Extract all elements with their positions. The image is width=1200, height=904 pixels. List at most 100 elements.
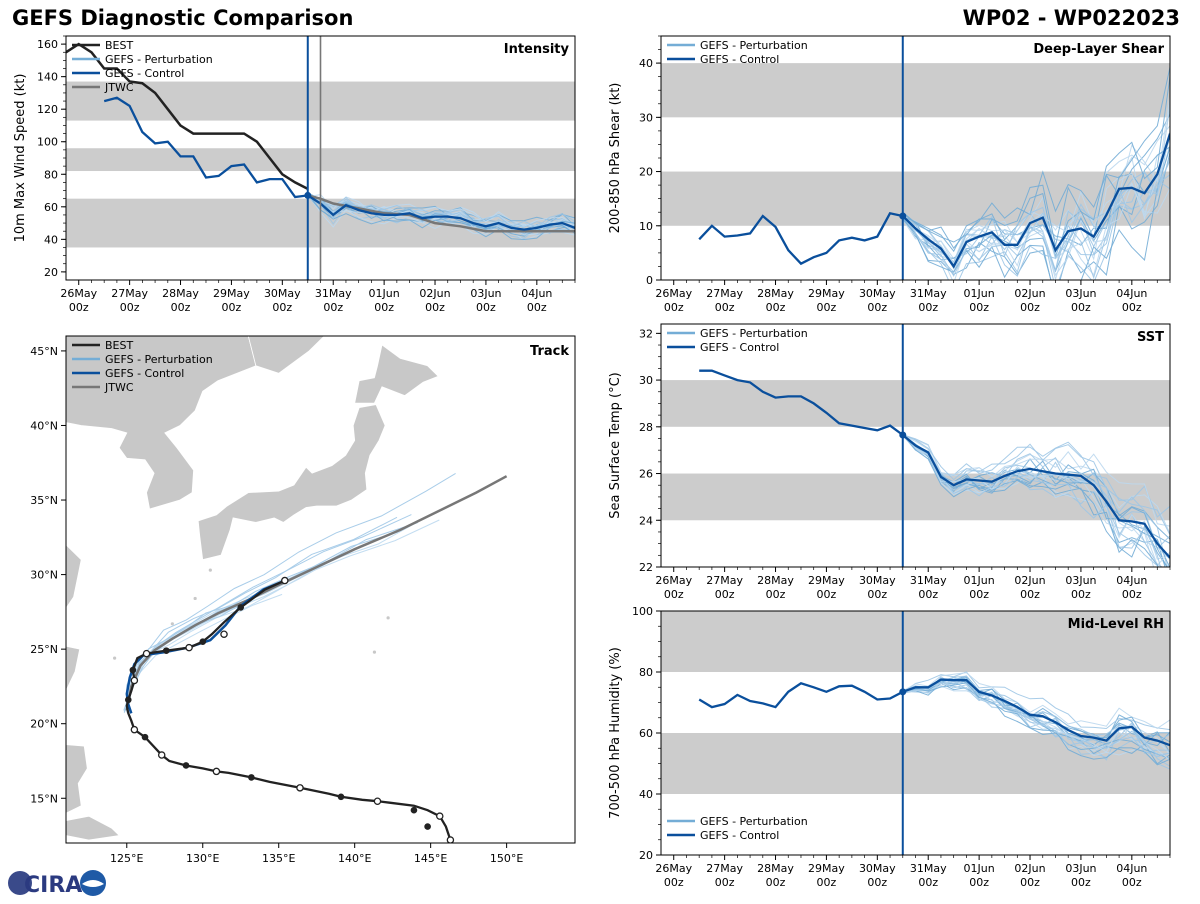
- track-best-point: [212, 767, 221, 776]
- island-landmass: [372, 650, 377, 654]
- sst-xtick-label: 00z: [1122, 588, 1142, 601]
- track-perturbation-member: [126, 522, 418, 714]
- sst-ytick-label: 26: [639, 468, 653, 481]
- track-best-point: [410, 806, 418, 814]
- track-best-point: [157, 751, 166, 759]
- intensity-xtick-label: 00z: [425, 301, 445, 314]
- track-best-point: [237, 604, 245, 611]
- intensity-xtick-label: 00z: [222, 301, 242, 314]
- sst-xtick-label: 26May: [655, 574, 692, 587]
- shear-xtick-label: 27May: [706, 287, 743, 300]
- sst-panel: 22242628303226May00z27May00z28May00z29Ma…: [608, 323, 1171, 601]
- rh-ytick-label: 20: [639, 849, 653, 862]
- intensity-ytick-label: 20: [44, 266, 58, 279]
- luzon-landmass: [66, 744, 88, 814]
- china-coast-landmass: [66, 544, 82, 672]
- intensity-xtick-label: 00z: [272, 301, 292, 314]
- sst-ytick-label: 32: [639, 327, 653, 340]
- rh-xtick-label: 04Jun: [1116, 862, 1147, 875]
- island-landmass: [193, 596, 197, 601]
- sst-perturbation-member: [902, 435, 1170, 560]
- track-best-point: [296, 784, 304, 792]
- intensity-xtick-label: 31May: [315, 287, 352, 300]
- intensity-xtick-label: 00z: [527, 301, 547, 314]
- sst-perturbation-member: [902, 433, 1159, 567]
- sst-xtick-label: 00z: [867, 588, 887, 601]
- sst-ylabel: Sea Surface Temp (°C): [608, 372, 623, 519]
- rh-perturbation-member: [902, 671, 1170, 731]
- intensity-ylabel: 10m Max Wind Speed (kt): [13, 74, 28, 243]
- rh-xtick-label: 30May: [859, 862, 896, 875]
- track-ytick-label: 45°N: [30, 345, 58, 358]
- shear-ytick-label: 0: [646, 274, 653, 287]
- intensity-xtick-label: 30May: [264, 287, 301, 300]
- shear-legend-item: GEFS - Control: [700, 53, 779, 66]
- track-best-point: [436, 812, 444, 820]
- intensity-ytick-label: 40: [44, 233, 58, 246]
- intensity-perturbation-member: [307, 194, 575, 227]
- shear-band-0: [661, 171, 1170, 226]
- sst-control-line: [699, 369, 1170, 559]
- shear-xtick-label: 00z: [817, 301, 837, 314]
- intensity-ytick-label: 140: [37, 71, 58, 84]
- shear-init-point: [899, 212, 907, 220]
- rh-xtick-label: 00z: [1122, 876, 1142, 889]
- sst-perturbation-member: [902, 435, 1168, 567]
- track-best-point: [185, 643, 193, 652]
- sst-legend-item: GEFS - Control: [700, 341, 779, 354]
- rh-xtick-label: 27May: [706, 862, 743, 875]
- rh-panel-label: Mid-Level RH: [1068, 617, 1164, 632]
- cira-globe-icon: [8, 871, 32, 895]
- rh-control-line: [698, 678, 1170, 747]
- sst-ytick-label: 24: [639, 514, 653, 527]
- sst-perturbation-member: [902, 434, 1170, 534]
- shear-perturbation-member: [902, 145, 1170, 261]
- track-best-point: [281, 576, 289, 585]
- cira-logo-text: CIRA: [24, 873, 82, 898]
- track-perturbation-member: [123, 555, 344, 714]
- intensity-xtick-label: 26May: [60, 287, 97, 300]
- rh-ytick-label: 80: [639, 666, 653, 679]
- track-perturbation-member: [128, 531, 398, 708]
- rh-ytick-label: 100: [632, 605, 653, 618]
- shear-xtick-label: 29May: [808, 287, 845, 300]
- rh-ytick-label: 40: [639, 788, 653, 801]
- sst-xtick-label: 27May: [706, 574, 743, 587]
- intensity-jtwc-line: [307, 194, 575, 233]
- track-perturbation-member: [126, 604, 235, 711]
- intensity-xtick-label: 00z: [476, 301, 496, 314]
- shear-perturbation-member: [902, 66, 1170, 249]
- track-legend-item: GEFS - Control: [105, 367, 184, 380]
- shear-control-line: [698, 133, 1170, 269]
- shear-xtick-label: 30May: [859, 287, 896, 300]
- intensity-xtick-label: 00z: [171, 301, 191, 314]
- track-best-point: [130, 676, 139, 685]
- track-xtick-label: 125°E: [110, 852, 143, 865]
- intensity-xtick-label: 28May: [162, 287, 199, 300]
- track-ytick-label: 15°N: [30, 792, 58, 805]
- rh-xtick-label: 28May: [757, 862, 794, 875]
- rh-xtick-label: 00z: [715, 876, 735, 889]
- rh-xtick-label: 26May: [655, 862, 692, 875]
- track-best-point: [248, 774, 255, 781]
- japan-honshu-landmass: [197, 404, 386, 561]
- rh-xtick-label: 31May: [910, 862, 947, 875]
- sst-xtick-label: 29May: [808, 574, 845, 587]
- shear-xtick-label: 01Jun: [964, 287, 995, 300]
- rh-xtick-label: 29May: [808, 862, 845, 875]
- sst-xtick-label: 02Jun: [1014, 574, 1045, 587]
- shear-xtick-label: 00z: [715, 301, 735, 314]
- intensity-xtick-label: 00z: [374, 301, 394, 314]
- rh-init-point: [899, 688, 907, 696]
- intensity-legend-item: JTWC: [104, 81, 134, 94]
- intensity-ytick-label: 160: [37, 38, 58, 51]
- rh-xtick-label: 00z: [867, 876, 887, 889]
- intensity-init-point: [304, 191, 312, 199]
- sst-ytick-label: 22: [639, 561, 653, 574]
- track-frame: [65, 335, 576, 844]
- rh-perturbation-member: [902, 672, 1170, 729]
- track-ytick-label: 35°N: [30, 494, 58, 507]
- sst-xtick-label: 00z: [664, 588, 684, 601]
- shear-band-1: [661, 63, 1170, 118]
